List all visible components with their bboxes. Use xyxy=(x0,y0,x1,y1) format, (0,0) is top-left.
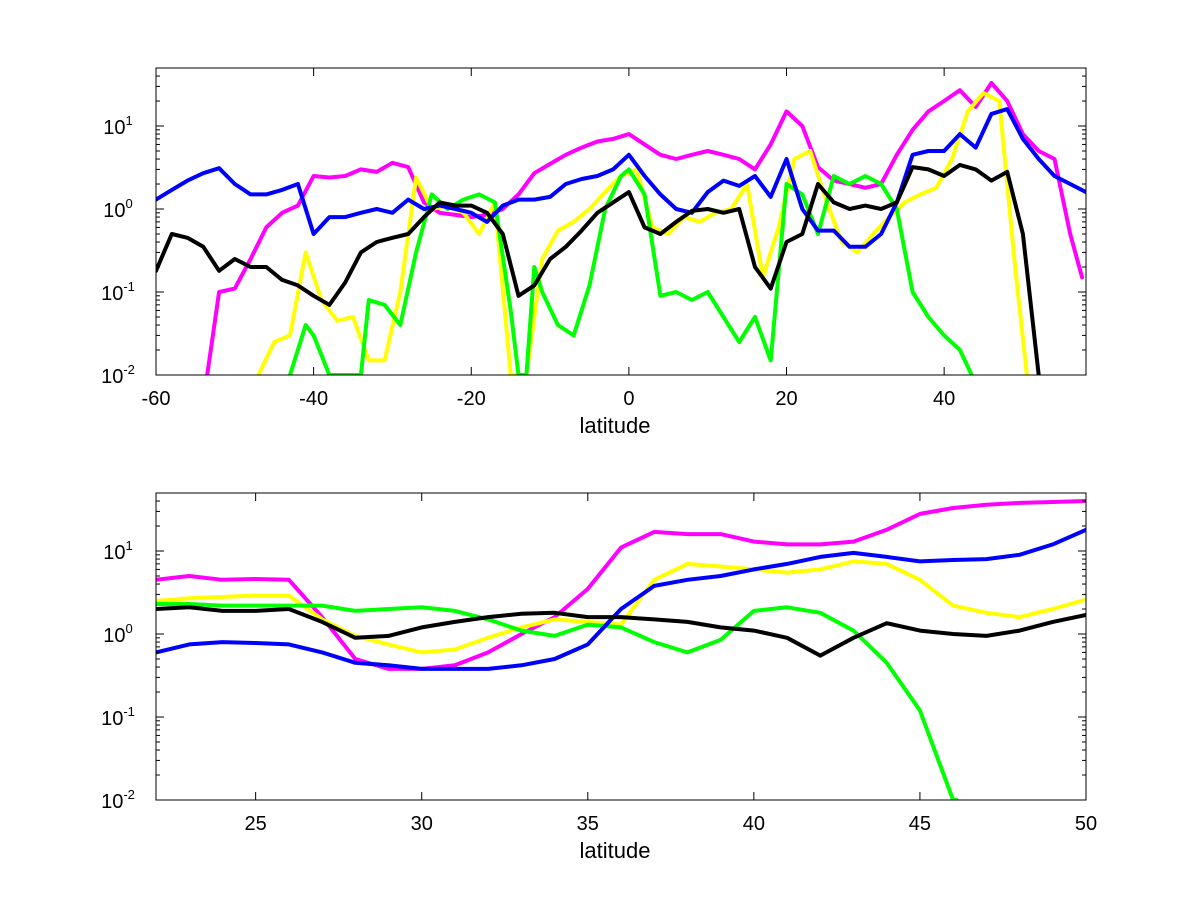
y-tick-exponent: 1 xyxy=(126,538,133,553)
y-tick-exponent: -1 xyxy=(123,279,135,294)
y-tick-exponent: 1 xyxy=(126,113,133,128)
series-group xyxy=(156,499,1086,800)
series-line-4 xyxy=(156,605,1086,658)
x-axis-label: latitude xyxy=(580,413,651,438)
series-group xyxy=(156,81,1086,375)
y-tick-label: 10-1 xyxy=(101,704,135,730)
series-line-0 xyxy=(156,499,1086,671)
y-tick-base: 10 xyxy=(103,200,125,222)
series-line-4 xyxy=(156,162,1041,375)
y-tick-base: 10 xyxy=(103,625,125,647)
x-tick-label: 35 xyxy=(577,813,599,835)
x-tick-label: -20 xyxy=(457,388,486,410)
x-tick-label: -60 xyxy=(142,388,171,410)
x-tick-label: 25 xyxy=(245,813,267,835)
y-tick-label: 101 xyxy=(103,538,132,564)
y-tick-base: 10 xyxy=(101,366,123,388)
x-tick-label: 40 xyxy=(743,813,765,835)
x-axis-label: latitude xyxy=(580,838,651,863)
y-tick-label: 100 xyxy=(103,621,132,647)
y-tick-label: 10-2 xyxy=(101,787,135,813)
x-tick-label: 50 xyxy=(1075,813,1097,835)
series-line-2 xyxy=(156,602,959,800)
x-tick-label: 30 xyxy=(411,813,433,835)
axes-frame xyxy=(155,67,1087,376)
y-tick-base: 10 xyxy=(101,791,123,813)
y-tick-label: 101 xyxy=(103,113,132,139)
series-line-3 xyxy=(156,527,1086,671)
y-tick-exponent: 0 xyxy=(126,196,133,211)
y-tick-exponent: 0 xyxy=(126,621,133,636)
x-tick-label: 20 xyxy=(775,388,797,410)
y-tick-label: 100 xyxy=(103,196,132,222)
x-tick-label: 45 xyxy=(909,813,931,835)
x-tick-label: 0 xyxy=(623,388,634,410)
y-tick-label: 10-2 xyxy=(101,362,135,388)
y-tick-exponent: -1 xyxy=(123,704,135,719)
y-tick-exponent: -2 xyxy=(123,362,135,377)
series-line-2 xyxy=(288,167,974,375)
y-tick-base: 10 xyxy=(103,542,125,564)
series-line-1 xyxy=(256,91,1029,375)
y-tick-base: 10 xyxy=(103,117,125,139)
series-line-3 xyxy=(156,107,1086,249)
y-tick-base: 10 xyxy=(101,708,123,730)
series-line-1 xyxy=(156,559,1086,655)
y-tick-base: 10 xyxy=(101,283,123,305)
x-tick-label: -40 xyxy=(299,388,328,410)
x-tick-label: 40 xyxy=(933,388,955,410)
y-tick-exponent: -2 xyxy=(123,787,135,802)
y-tick-label: 10-1 xyxy=(101,279,135,305)
series-line-0 xyxy=(205,81,1085,375)
